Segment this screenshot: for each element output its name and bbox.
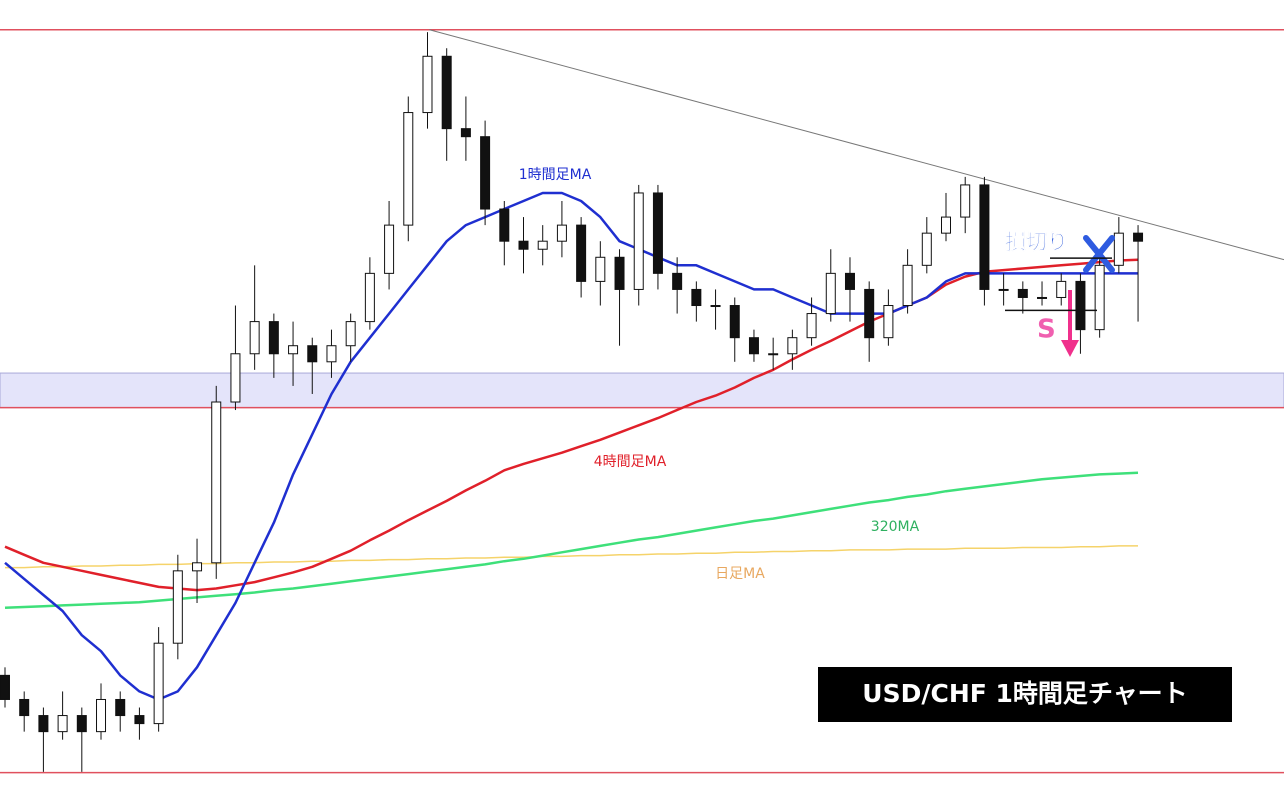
candle-body bbox=[480, 136, 491, 210]
candle-body bbox=[19, 698, 30, 717]
candle-body bbox=[768, 353, 779, 356]
candle-body bbox=[518, 240, 529, 250]
candle-body bbox=[537, 240, 548, 250]
series-label: 320MA bbox=[871, 519, 920, 535]
candle-body bbox=[38, 715, 49, 733]
candle-body bbox=[710, 305, 721, 308]
candle-body bbox=[422, 55, 433, 114]
candle-body bbox=[787, 337, 798, 355]
candle-body bbox=[249, 321, 260, 355]
candle-body bbox=[825, 272, 836, 315]
title-box bbox=[818, 667, 1232, 722]
ma-layer bbox=[4, 191, 1139, 701]
candle-body bbox=[192, 562, 203, 572]
candle-body bbox=[691, 288, 702, 307]
ma-line bbox=[4, 191, 1138, 701]
candle-body bbox=[153, 642, 164, 725]
candle-body bbox=[576, 224, 587, 282]
candle-body bbox=[921, 232, 932, 266]
candle-body bbox=[96, 698, 107, 733]
candle-body bbox=[115, 698, 126, 717]
candle-body bbox=[864, 288, 875, 339]
series-label: 4時間足MA bbox=[594, 454, 667, 470]
candle-body bbox=[1133, 232, 1144, 242]
candle-body bbox=[748, 337, 759, 355]
candle-body bbox=[499, 208, 510, 242]
candle-body bbox=[1113, 232, 1124, 266]
candle-body bbox=[441, 55, 452, 130]
candle-body bbox=[172, 570, 183, 644]
candle-body bbox=[1075, 280, 1086, 331]
candle-body bbox=[614, 256, 625, 290]
candle-body bbox=[806, 313, 817, 339]
candle-body bbox=[902, 264, 913, 307]
candle-body bbox=[57, 715, 68, 733]
candle-body bbox=[76, 715, 87, 733]
sell-label: S bbox=[1037, 315, 1056, 345]
candle-body bbox=[326, 345, 337, 363]
candle-body bbox=[595, 256, 606, 282]
stop-marker bbox=[1083, 235, 1115, 273]
candle-body bbox=[384, 224, 395, 274]
candle-body bbox=[1056, 280, 1067, 298]
candle-body bbox=[211, 401, 222, 564]
candle-body bbox=[633, 192, 644, 290]
candle-body bbox=[460, 128, 471, 138]
candle-body bbox=[230, 353, 241, 403]
candle-body bbox=[941, 216, 952, 234]
chart-title: USD/CHF 1時間足チャート bbox=[862, 679, 1187, 708]
ma-line bbox=[4, 471, 1139, 610]
candle-body bbox=[652, 192, 663, 274]
annotation-layer: 損切り S USD/CHF 1時間足チャート 1時間足MA 4時間足MA 320… bbox=[519, 167, 1232, 722]
ma-line bbox=[4, 258, 1139, 592]
candle-body bbox=[134, 715, 145, 725]
candle-body bbox=[729, 305, 740, 339]
stop-label: 損切り bbox=[1005, 230, 1068, 254]
candle-body bbox=[345, 321, 356, 347]
candle-body bbox=[0, 674, 10, 700]
candle-body bbox=[1037, 296, 1048, 299]
sell-arrow-head bbox=[1061, 340, 1079, 357]
candle-body bbox=[844, 272, 855, 290]
candle-layer bbox=[0, 32, 1144, 772]
candle-body bbox=[288, 345, 299, 355]
candle-body bbox=[364, 272, 375, 323]
trendline bbox=[429, 29, 1284, 261]
candle-body bbox=[998, 288, 1009, 291]
candle-body bbox=[883, 305, 894, 339]
candle-body bbox=[1094, 264, 1105, 331]
series-label: 1時間足MA bbox=[519, 167, 592, 183]
candle-body bbox=[307, 345, 318, 363]
candle-body bbox=[960, 184, 971, 218]
candle-body bbox=[268, 321, 279, 355]
candle-body bbox=[403, 112, 414, 226]
series-label: 日足MA bbox=[715, 566, 765, 582]
candle-body bbox=[556, 224, 567, 242]
candle-body bbox=[672, 272, 683, 290]
candle-body bbox=[979, 184, 990, 290]
support-zone bbox=[0, 372, 1284, 409]
candle-body bbox=[1017, 288, 1028, 298]
